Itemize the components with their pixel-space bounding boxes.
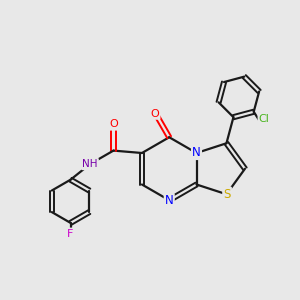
Text: O: O — [109, 119, 118, 130]
Text: N: N — [165, 194, 174, 207]
Text: O: O — [151, 109, 159, 119]
Text: N: N — [192, 146, 201, 159]
Text: Cl: Cl — [259, 113, 270, 124]
Text: NH: NH — [82, 159, 98, 169]
Text: F: F — [68, 229, 74, 239]
Text: S: S — [224, 188, 231, 201]
